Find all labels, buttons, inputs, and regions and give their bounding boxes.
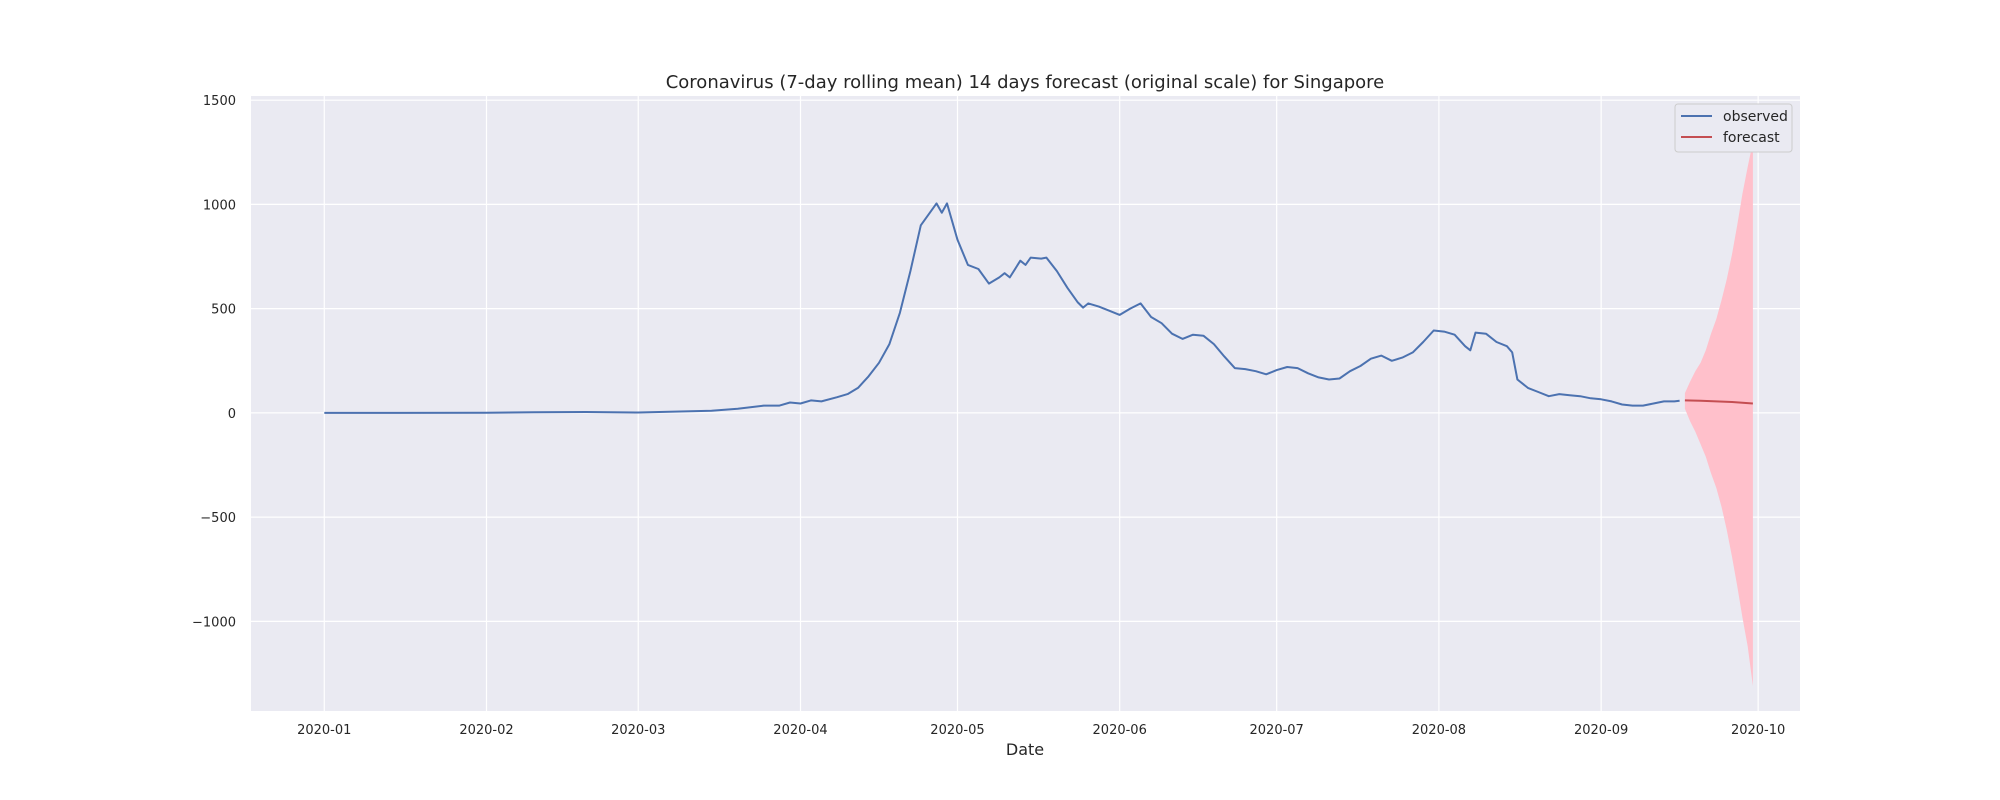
gridlines bbox=[251, 96, 1800, 711]
x-tick-label: 2020-09 bbox=[1574, 723, 1628, 738]
x-tick-label: 2020-10 bbox=[1731, 723, 1785, 738]
series-line-forecast bbox=[1684, 399, 1753, 405]
x-tick-label: 2020-08 bbox=[1412, 723, 1466, 738]
y-tick-label: −1000 bbox=[192, 615, 236, 630]
tick-labels: 1500 1000 500 0 −500 −1000 2020-01 2020-02 2020-… bbox=[192, 94, 1785, 738]
legend-label-forecast: forecast bbox=[1723, 130, 1780, 146]
confidence-interval-area bbox=[1684, 141, 1753, 686]
x-tick-label: 2020-06 bbox=[1093, 723, 1147, 738]
x-tick-label: 2020-05 bbox=[930, 723, 984, 738]
series-lines bbox=[324, 202, 1753, 414]
x-tick-label: 2020-04 bbox=[773, 723, 827, 738]
legend: observed forecast bbox=[1674, 103, 1793, 153]
y-tick-label: 500 bbox=[211, 303, 236, 318]
y-tick-label: 1000 bbox=[203, 198, 236, 213]
x-tick-label: 2020-01 bbox=[297, 723, 351, 738]
chart-title: Coronavirus (7-day rolling mean) 14 days… bbox=[666, 72, 1385, 93]
x-axis-title: Date bbox=[1006, 740, 1044, 759]
legend-label-observed: observed bbox=[1723, 109, 1788, 125]
plot-background bbox=[251, 96, 1800, 711]
y-tick-label: 1500 bbox=[203, 94, 236, 109]
x-tick-label: 2020-07 bbox=[1250, 723, 1304, 738]
x-tick-label: 2020-02 bbox=[459, 723, 513, 738]
y-tick-label: −500 bbox=[200, 511, 236, 526]
forecast-confidence-band bbox=[1684, 141, 1753, 686]
series-line-observed bbox=[324, 202, 1680, 414]
y-tick-label: 0 bbox=[228, 407, 236, 422]
x-tick-label: 2020-03 bbox=[611, 723, 665, 738]
